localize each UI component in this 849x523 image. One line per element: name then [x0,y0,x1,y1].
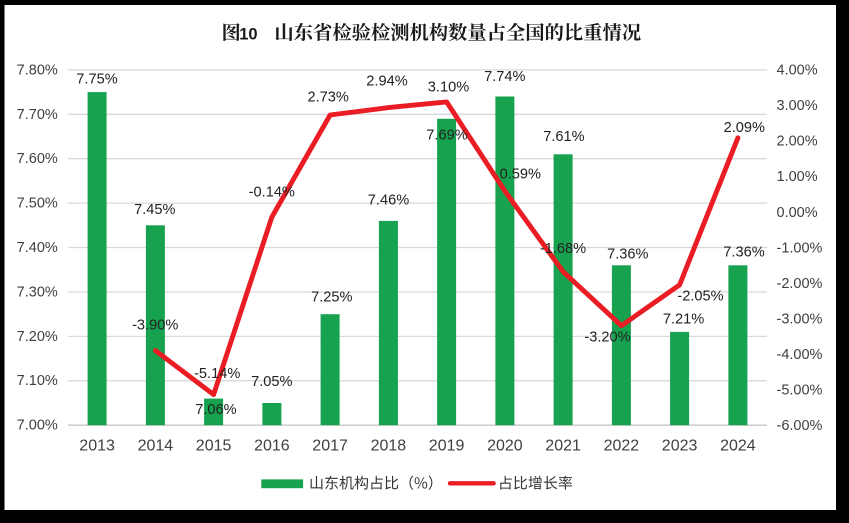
svg-text:3.00%: 3.00% [777,98,818,114]
svg-text:7.60%: 7.60% [17,151,58,167]
svg-text:7.45%: 7.45% [134,202,175,218]
svg-text:-6.00%: -6.00% [777,418,823,434]
svg-text:7.36%: 7.36% [723,245,764,261]
svg-text:7.61%: 7.61% [543,129,584,145]
svg-text:7.46%: 7.46% [368,192,409,208]
svg-text:-1.68%: -1.68% [540,241,586,257]
svg-text:7.50%: 7.50% [17,196,58,212]
svg-text:7.36%: 7.36% [607,247,648,263]
svg-text:-5.00%: -5.00% [777,382,823,398]
svg-text:2.09%: 2.09% [724,120,765,136]
svg-text:0.59%: 0.59% [500,167,541,183]
svg-text:4.00%: 4.00% [777,63,818,79]
svg-text:-2.00%: -2.00% [777,276,823,292]
svg-text:7.10%: 7.10% [17,373,58,389]
svg-text:-4.00%: -4.00% [777,347,823,363]
svg-text:7.69%: 7.69% [426,127,467,143]
svg-text:2018: 2018 [371,437,407,454]
svg-text:7.75%: 7.75% [76,71,117,87]
svg-text:-0.14%: -0.14% [249,185,295,201]
svg-text:2015: 2015 [196,437,232,454]
svg-text:7.70%: 7.70% [17,107,58,123]
svg-text:3.10%: 3.10% [428,80,469,96]
svg-text:2017: 2017 [312,437,348,454]
svg-text:2.73%: 2.73% [308,89,349,105]
svg-text:-3.20%: -3.20% [584,330,630,346]
svg-text:10: 10 [239,25,257,43]
svg-text:7.30%: 7.30% [17,284,58,300]
svg-text:2014: 2014 [138,437,174,454]
svg-text:2019: 2019 [429,437,465,454]
svg-text:-5.14%: -5.14% [194,366,240,382]
svg-text:2021: 2021 [545,437,581,454]
svg-text:-3.00%: -3.00% [777,311,823,327]
svg-text:7.05%: 7.05% [251,374,292,390]
svg-text:2023: 2023 [662,437,698,454]
svg-text:7.06%: 7.06% [195,402,236,418]
svg-text:7.21%: 7.21% [663,311,704,327]
svg-text:2013: 2013 [79,437,115,454]
svg-text:7.25%: 7.25% [311,289,352,305]
svg-text:2016: 2016 [254,437,290,454]
svg-text:1.00%: 1.00% [777,169,818,185]
svg-text:2.94%: 2.94% [366,74,407,90]
svg-text:7.20%: 7.20% [17,329,58,345]
svg-text:7.74%: 7.74% [484,69,525,85]
svg-text:2020: 2020 [487,437,523,454]
svg-text:2024: 2024 [720,437,756,454]
svg-text:2.00%: 2.00% [777,134,818,150]
svg-text:7.40%: 7.40% [17,240,58,256]
svg-text:0.00%: 0.00% [777,205,818,221]
svg-text:-2.05%: -2.05% [677,289,723,305]
svg-text:2022: 2022 [604,437,640,454]
svg-text:-3.90%: -3.90% [132,318,178,334]
svg-text:7.00%: 7.00% [17,418,58,434]
svg-text:7.80%: 7.80% [17,62,58,78]
svg-text:-1.00%: -1.00% [777,240,823,256]
